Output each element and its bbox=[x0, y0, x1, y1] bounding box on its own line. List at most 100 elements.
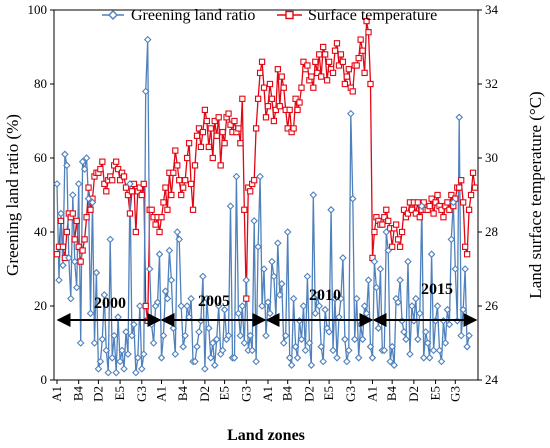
greening-point bbox=[331, 294, 339, 303]
temperature-point bbox=[262, 114, 270, 121]
greening-point bbox=[435, 346, 444, 355]
temperature-point bbox=[266, 80, 274, 88]
temperature-point bbox=[460, 199, 467, 206]
greening-point bbox=[352, 294, 361, 303]
y-left-tick-label: 0 bbox=[41, 372, 48, 387]
temperature-point bbox=[235, 125, 242, 132]
temperature-point bbox=[156, 228, 163, 236]
y-left-tick-label: 100 bbox=[28, 2, 48, 17]
temperature-point bbox=[217, 162, 224, 169]
greening-point bbox=[465, 331, 473, 340]
temperature-point bbox=[122, 184, 130, 191]
x-axis-title: Land zones bbox=[227, 427, 305, 444]
greening-point bbox=[347, 109, 355, 118]
temperature-point bbox=[383, 206, 390, 213]
temperature-point bbox=[83, 214, 90, 221]
temperature-point bbox=[63, 228, 71, 236]
greening-point bbox=[354, 354, 363, 362]
temperature-point bbox=[465, 206, 473, 213]
y-right-tick-label: 30 bbox=[485, 150, 498, 165]
greening-point bbox=[116, 357, 124, 366]
temperature-point bbox=[292, 95, 299, 102]
greening-point bbox=[120, 365, 128, 373]
greening-point bbox=[457, 331, 465, 340]
temperature-point bbox=[170, 169, 177, 176]
temperature-point bbox=[237, 140, 244, 147]
temperature-point bbox=[256, 69, 264, 77]
temperature-point bbox=[438, 206, 445, 213]
x-tick-label: A1 bbox=[260, 386, 275, 402]
greening-point bbox=[210, 361, 219, 369]
temperature-point bbox=[124, 191, 132, 199]
temperature-point bbox=[335, 62, 343, 69]
greening-point bbox=[412, 294, 420, 303]
greening-point bbox=[337, 294, 345, 303]
greening-point bbox=[441, 339, 450, 347]
temperature-point bbox=[300, 58, 307, 65]
greening-point bbox=[443, 305, 452, 314]
greening-point bbox=[250, 217, 258, 225]
greening-point bbox=[203, 294, 211, 303]
x-tick-label: E5 bbox=[217, 386, 232, 400]
greening-point bbox=[345, 346, 353, 355]
greening-point bbox=[246, 331, 255, 340]
x-tick-label: G3 bbox=[343, 386, 358, 402]
temperature-point bbox=[185, 140, 193, 147]
greening-point bbox=[285, 354, 294, 362]
greening-point bbox=[63, 161, 71, 170]
temperature-point bbox=[396, 243, 404, 250]
temperature-point bbox=[337, 51, 345, 58]
greening-point bbox=[309, 191, 318, 199]
temperature-point bbox=[412, 210, 419, 217]
greening-point bbox=[78, 157, 87, 166]
greening-point bbox=[423, 339, 432, 347]
temperature-point bbox=[174, 162, 181, 169]
greening-point bbox=[404, 257, 412, 266]
temperature-point bbox=[176, 177, 183, 184]
greening-point bbox=[238, 302, 247, 310]
temperature-point bbox=[379, 221, 386, 228]
greening-point bbox=[287, 361, 296, 369]
x-tick-label: E5 bbox=[321, 386, 336, 400]
temperature-point bbox=[241, 206, 248, 213]
greening-point bbox=[153, 298, 162, 307]
legend-temperature-marker bbox=[285, 10, 294, 20]
temperature-point bbox=[199, 128, 207, 136]
greening-point bbox=[305, 339, 314, 347]
greening-point bbox=[92, 268, 101, 277]
period-label-2010: 2010 bbox=[309, 287, 341, 304]
temperature-point bbox=[109, 177, 116, 184]
temperature-point bbox=[408, 206, 416, 213]
greening-point bbox=[179, 342, 187, 351]
greening-point bbox=[191, 357, 199, 366]
temperature-point bbox=[201, 106, 209, 114]
greening-point bbox=[364, 276, 373, 284]
temperature-point bbox=[385, 217, 392, 225]
greening-point bbox=[104, 368, 113, 377]
greening-point bbox=[155, 250, 164, 258]
y-axis-right-title: Land surface temperature (°C) bbox=[526, 91, 545, 298]
temperature-point bbox=[343, 73, 350, 80]
temperature-point bbox=[158, 214, 165, 221]
greening-point bbox=[236, 331, 245, 340]
greening-point bbox=[100, 291, 109, 299]
temperature-point bbox=[416, 214, 423, 221]
greening-point bbox=[256, 172, 264, 181]
greening-point bbox=[274, 239, 282, 247]
temperature-point bbox=[274, 66, 281, 73]
temperature-point bbox=[339, 58, 347, 65]
temperature-point bbox=[258, 58, 266, 65]
temperature-point bbox=[404, 210, 412, 217]
temperature-point bbox=[318, 73, 325, 80]
temperature-point bbox=[99, 158, 106, 165]
greening-point bbox=[348, 194, 357, 203]
greening-point bbox=[167, 276, 176, 284]
legend-greening-label: Greening land ratio bbox=[131, 7, 255, 24]
greening-point bbox=[53, 180, 61, 188]
temperature-point bbox=[215, 114, 222, 121]
greening-point bbox=[321, 305, 329, 314]
greening-point bbox=[72, 283, 81, 292]
greening-point bbox=[177, 302, 185, 310]
greening-point bbox=[159, 331, 168, 340]
